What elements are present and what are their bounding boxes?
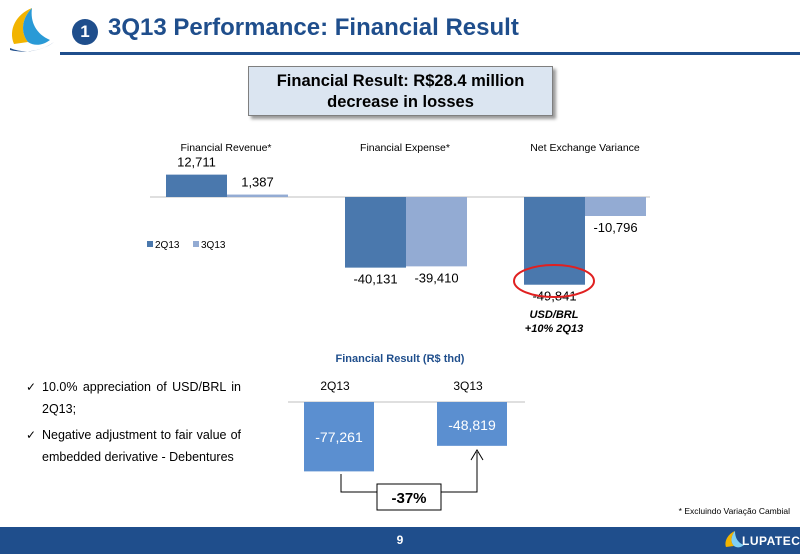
chart1-bar [524,197,585,285]
chart2-bar [304,402,374,472]
section-number-badge: 1 [72,19,98,45]
summary-callout: Financial Result: R$28.4 million decreas… [248,66,553,116]
chart1-category-label: Net Exchange Variance [530,142,640,154]
arrow-up-icon [470,449,484,461]
chart1-bar [585,197,646,217]
chart1-bar [227,194,288,197]
brand-name: LUPATECH [742,534,800,548]
chart1-legend-label: 3Q13 [201,240,226,251]
title-divider [60,52,800,55]
chart2-category-label: 2Q13 [320,379,350,393]
checkmark-icon: ✓ [26,428,37,442]
page-title: 3Q13 Performance: Financial Result [108,14,519,41]
chart1-data-label: -40,131 [353,272,397,287]
bullet-list: ✓ 10.0% appreciation of USD/BRL in 2Q13;… [26,376,241,472]
annotation-line-2: +10% 2Q13 [525,323,583,335]
footer-bar [0,527,800,554]
callout-line-2: decrease in losses [327,93,474,111]
chart1-bar [345,197,406,268]
callout-line-1: Financial Result: R$28.4 million [276,72,525,90]
chart1-bar [406,197,467,267]
charts-canvas: Financial Revenue* Financial Expense* Net … [147,142,650,511]
chart2-data-label: -77,261 [315,429,363,445]
chart1-data-label: 12,711 [177,155,216,170]
chart2-bar [437,402,507,446]
footnote: * Excluindo Variação Cambial [678,506,790,516]
chart1-data-label: -10,796 [593,220,637,235]
chart2-title: Financial Result (R$ thd) [336,353,465,365]
chart1-bar [166,174,227,197]
highlight-circle [513,264,595,298]
lupatech-logo-icon [10,8,54,52]
chart2-data-label: -48,819 [448,417,496,433]
checkmark-icon: ✓ [26,380,37,394]
chart1-category-label: Financial Revenue* [180,142,271,154]
bullet-text: Negative adjustment to fair value of emb… [42,428,241,464]
bullet-text: 10.0% appreciation of USD/BRL in 2Q13; [42,380,241,416]
bullet-item: ✓ 10.0% appreciation of USD/BRL in 2Q13; [26,376,241,420]
change-percentage: -37% [391,490,426,507]
chart1-data-label: -39,410 [414,270,458,285]
chart2-category-label: 3Q13 [453,379,483,393]
chart1-data-label: 1,387 [241,175,274,190]
chart1-category-label: Financial Expense* [360,142,450,154]
annotation-line-1: USD/BRL [530,309,579,321]
brand-swirl-icon [725,531,744,548]
chart1-legend-swatch [147,241,153,247]
bullet-item: ✓ Negative adjustment to fair value of e… [26,424,241,468]
page-number: 9 [396,533,404,547]
chart1-legend-label: 2Q13 [155,240,180,251]
chart1-legend-swatch [193,241,199,247]
change-box [376,483,442,511]
